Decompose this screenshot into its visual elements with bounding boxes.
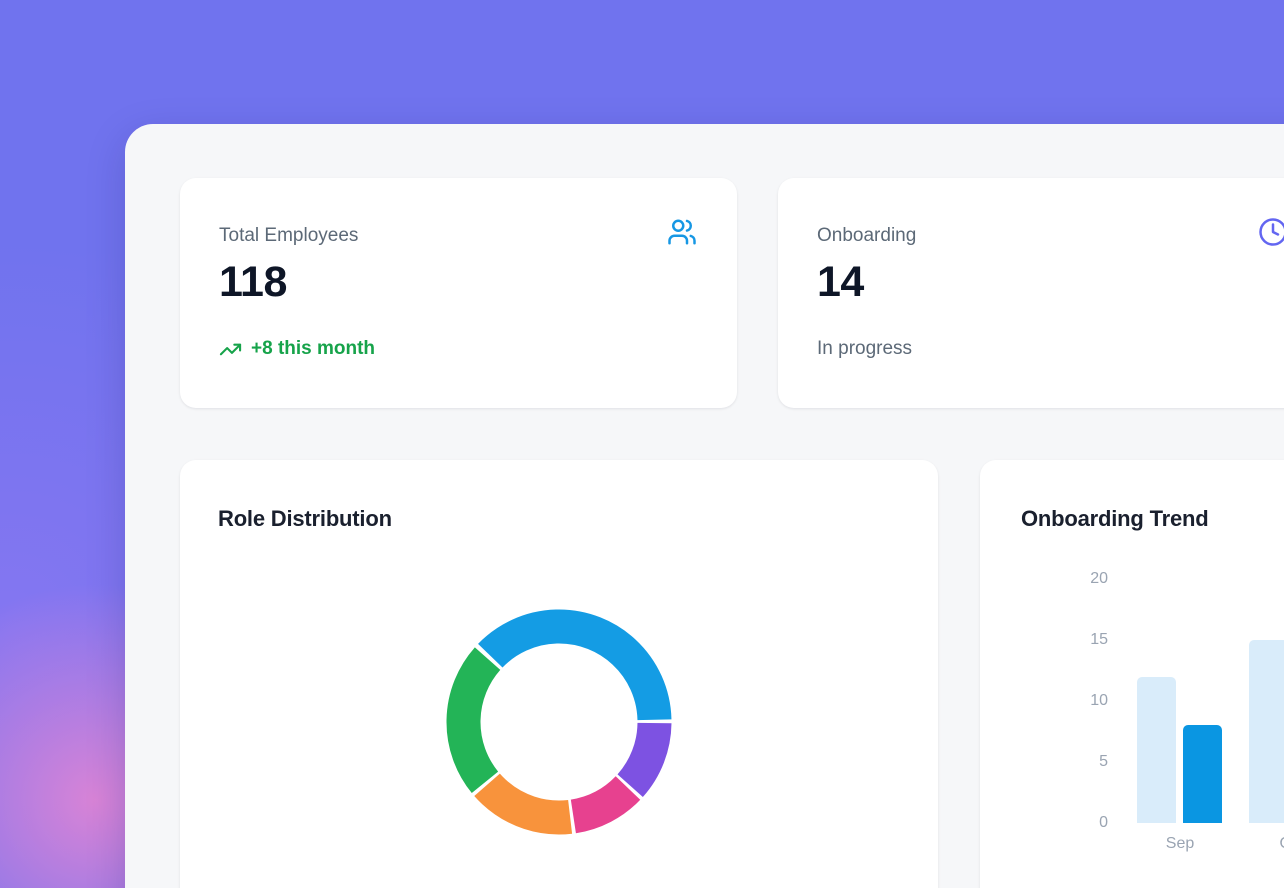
stat-trend: +8 this month <box>219 336 375 362</box>
chart-title: Role Distribution <box>218 506 392 531</box>
x-axis-label-oct: Oct <box>1260 834 1284 854</box>
bar-series-1-sep <box>1137 676 1176 823</box>
role-distribution-donut-chart <box>446 609 672 835</box>
y-axis-tick-label: 15 <box>1090 631 1108 648</box>
users-icon <box>667 217 697 247</box>
donut-segment-orange <box>446 609 672 835</box>
bar-series-1-oct <box>1249 640 1284 823</box>
stat-label: Onboarding <box>817 225 917 246</box>
onboarding-trend-bar-chart: 20 15 10 5 0 Sep Oct <box>980 460 1284 888</box>
bar-series-2-sep <box>1183 725 1222 823</box>
stat-subtext: In progress <box>817 338 913 359</box>
stat-value: 118 <box>219 258 287 306</box>
stat-card-total-employees: Total Employees 118 +8 this month <box>180 178 737 408</box>
y-axis-tick-label: 10 <box>1090 692 1108 709</box>
x-axis-label-sep: Sep <box>1165 835 1195 852</box>
stat-value: 14 <box>817 258 864 306</box>
clock-icon <box>1258 217 1284 247</box>
stat-trend-text: +8 this month <box>251 338 376 359</box>
y-axis-tick-label: 0 <box>1099 814 1108 831</box>
donut-segment-blue <box>446 609 672 835</box>
stat-card-onboarding: Onboarding 14 In progress <box>778 178 1284 408</box>
y-axis-tick-label: 20 <box>1090 570 1108 587</box>
y-axis-tick-label: 5 <box>1099 753 1108 770</box>
trending-up-icon <box>219 338 242 361</box>
stat-label: Total Employees <box>219 225 359 246</box>
chart-title: Onboarding Trend <box>1021 506 1209 531</box>
role-distribution-card: Role Distribution <box>180 460 938 888</box>
onboarding-trend-card: Onboarding Trend 20 15 10 5 0 Sep Oct <box>980 460 1284 888</box>
dashboard-panel: Total Employees 118 +8 this month <box>125 124 1284 888</box>
